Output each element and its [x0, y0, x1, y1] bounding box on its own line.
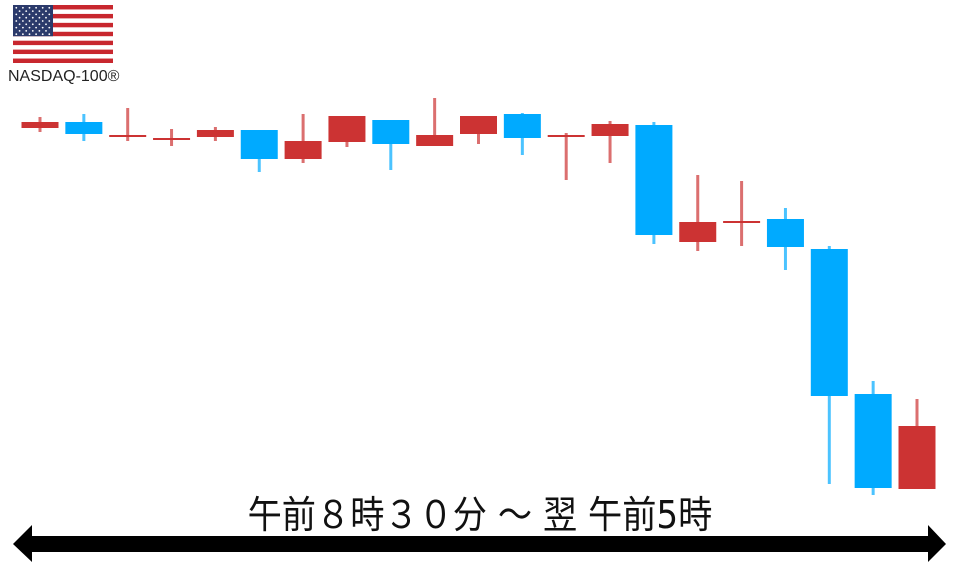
candle-body: [810, 249, 848, 396]
candle: [635, 122, 673, 244]
candle-body: [766, 219, 804, 247]
candle-body: [240, 130, 278, 159]
candle-body: [21, 122, 59, 128]
candle: [854, 381, 892, 495]
candle-body: [547, 135, 585, 137]
candle: [416, 98, 454, 146]
candle: [547, 133, 585, 180]
candle: [591, 121, 629, 163]
candle-body: [723, 221, 761, 223]
candlestick-chart: [21, 98, 936, 495]
candle-body: [591, 124, 629, 136]
candle: [810, 246, 848, 484]
candle: [766, 208, 804, 270]
candle: [65, 114, 103, 141]
candle-body: [196, 130, 234, 137]
candle-body: [898, 426, 936, 489]
candle: [153, 129, 191, 146]
time-range-label: 午前８時３０分 ～ 翌 午前5時: [247, 493, 713, 537]
double-headed-arrow-icon: [13, 525, 946, 562]
candle-body: [109, 135, 147, 137]
candle: [109, 108, 147, 141]
arrow-shape: [13, 525, 946, 562]
candle-body: [284, 141, 322, 159]
us-flag-icon: [13, 5, 113, 63]
candle-body: [854, 394, 892, 488]
candle: [679, 175, 717, 251]
candle: [372, 120, 410, 170]
candle-body: [416, 135, 454, 146]
candle: [503, 113, 541, 155]
candle-body: [65, 122, 103, 134]
candle: [328, 116, 366, 147]
candle: [21, 117, 59, 132]
candle-body: [679, 222, 717, 242]
candle-body: [460, 116, 497, 134]
candle-body: [328, 116, 366, 142]
candle: [284, 114, 322, 163]
candle: [898, 399, 936, 489]
candle: [196, 127, 234, 141]
candle: [240, 130, 278, 172]
candle-body: [153, 138, 191, 140]
candle: [723, 181, 761, 246]
candle-body: [635, 125, 673, 235]
candle: [460, 116, 497, 144]
candle-body: [372, 120, 410, 144]
candle-body: [503, 114, 541, 138]
index-name-label: NASDAQ-100®: [8, 68, 120, 85]
